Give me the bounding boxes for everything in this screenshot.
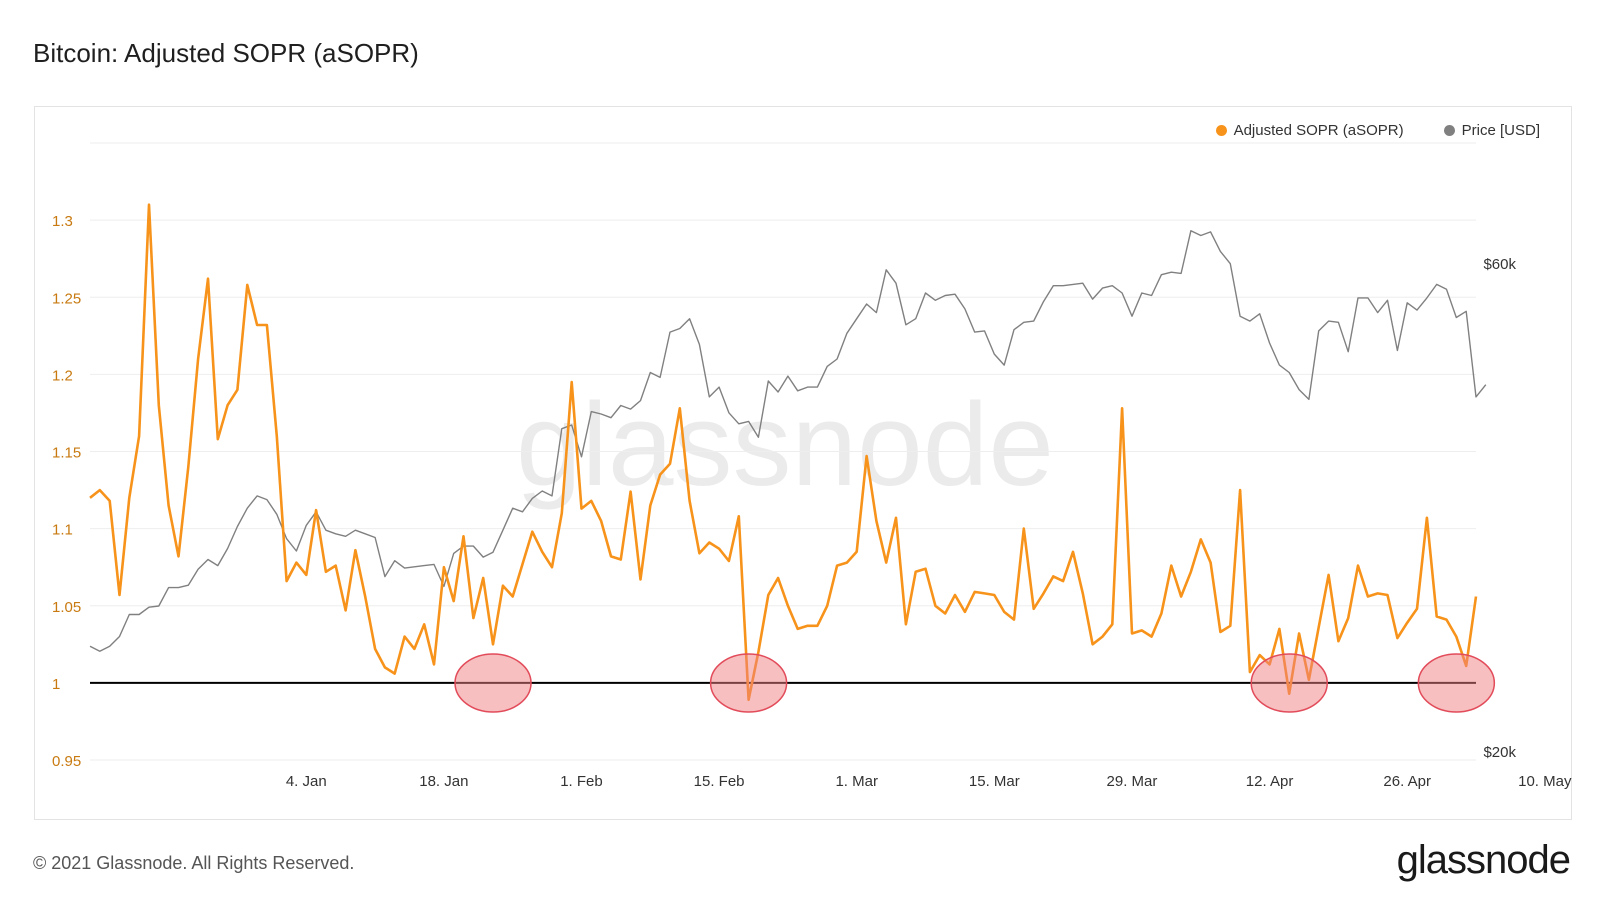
x-tick: 29. Mar	[1107, 773, 1158, 790]
legend-item-asopr[interactable]: Adjusted SOPR (aSOPR)	[1215, 122, 1404, 139]
x-tick-layer: 4. Jan 18. Jan 1. Feb 15. Feb 1. Mar 15. Mar 2…	[286, 773, 1572, 790]
legend-label-price: Price [USD]	[1461, 122, 1540, 139]
highlight-circle	[709, 653, 788, 713]
y-tick-layer: 0.95 1 1.05 1.1 1.15 1.2 1.25 1.3 $20k $60k	[52, 213, 1516, 770]
x-tick: 18. Jan	[419, 773, 468, 790]
x-tick: 12. Apr	[1246, 773, 1294, 790]
legend-item-price[interactable]: Price [USD]	[1443, 122, 1540, 139]
y-tick-left: 1	[52, 676, 60, 693]
x-tick: 26. Apr	[1383, 773, 1431, 790]
y-tick-left: 0.95	[52, 753, 81, 770]
highlight-circle	[454, 653, 532, 713]
watermark: glassnode	[516, 379, 1054, 511]
x-tick: 1. Mar	[835, 773, 878, 790]
legend-label-asopr: Adjusted SOPR (aSOPR)	[1233, 122, 1404, 139]
chart-frame	[34, 106, 1572, 820]
page-title: Bitcoin: Adjusted SOPR (aSOPR)	[33, 38, 419, 68]
y-tick-left: 1.3	[52, 213, 73, 230]
y-tick-right: $20k	[1483, 744, 1516, 761]
series-line-price	[89, 229, 1487, 652]
x-tick: 15. Feb	[694, 773, 745, 790]
legend-dot-price	[1443, 125, 1455, 136]
price-layer	[89, 229, 1487, 652]
asopr-layer	[89, 203, 1478, 702]
highlight-circle	[1250, 653, 1328, 713]
footer-brand-logo: glassnode	[1396, 838, 1571, 882]
y-tick-left: 1.15	[52, 445, 81, 462]
x-tick: 1. Feb	[560, 773, 603, 790]
y-tick-right: $60k	[1483, 256, 1516, 273]
series-line-asopr	[89, 203, 1478, 702]
grid-layer	[90, 142, 1476, 761]
chart-legend: Adjusted SOPR (aSOPR) Price [USD]	[1215, 122, 1540, 139]
y-tick-left: 1.05	[52, 599, 81, 616]
legend-dot-asopr	[1215, 125, 1227, 136]
x-tick: 4. Jan	[286, 773, 327, 790]
highlight-circle	[1417, 653, 1496, 713]
y-tick-left: 1.1	[52, 522, 73, 539]
highlight-layer	[454, 653, 1496, 713]
footer-copyright: © 2021 Glassnode. All Rights Reserved.	[33, 853, 355, 873]
y-tick-left: 1.25	[52, 290, 81, 307]
y-tick-left: 1.2	[52, 367, 73, 384]
x-tick: 15. Mar	[969, 773, 1020, 790]
x-tick: 10. May	[1518, 773, 1572, 790]
